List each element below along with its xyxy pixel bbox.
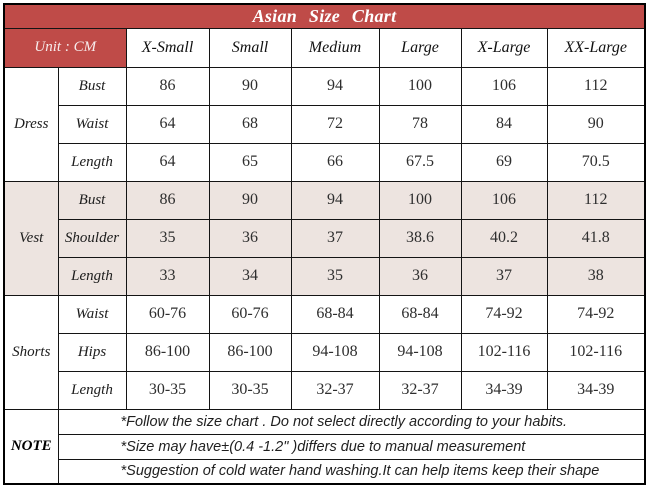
size-value: 69	[460, 142, 548, 182]
size-value: 34-39	[460, 370, 548, 410]
size-value: 100	[378, 180, 462, 220]
size-value: 36	[208, 218, 292, 258]
size-chart: Asian Size Chart Unit : CM X-Small Small…	[3, 3, 646, 485]
size-value: 40.2	[460, 218, 548, 258]
size-value: 30-35	[125, 370, 210, 410]
size-value: 35	[125, 218, 210, 258]
size-value: 94	[290, 180, 380, 220]
size-value: 78	[378, 104, 462, 144]
measure-label: Hips	[57, 332, 127, 372]
size-value: 68-84	[290, 294, 380, 334]
size-value: 106	[460, 180, 548, 220]
size-chart-table: Asian Size Chart Unit : CM X-Small Small…	[3, 3, 646, 485]
size-value: 65	[208, 142, 292, 182]
size-value: 112	[546, 180, 646, 220]
size-value: 112	[546, 66, 646, 106]
size-value: 86	[125, 180, 210, 220]
measure-label: Bust	[57, 66, 127, 106]
measure-label: Waist	[57, 294, 127, 334]
size-value: 37	[290, 218, 380, 258]
size-value: 38.6	[378, 218, 462, 258]
column-header-medium: Medium	[290, 27, 380, 68]
size-value: 30-35	[208, 370, 292, 410]
size-value: 74-92	[546, 294, 646, 334]
section-label-shorts: Shorts	[3, 294, 59, 410]
size-value: 64	[125, 104, 210, 144]
size-value: 32-37	[378, 370, 462, 410]
note-item: *Size may have±(0.4 -1.2" )differs due t…	[57, 433, 646, 460]
size-value: 100	[378, 66, 462, 106]
size-value: 60-76	[125, 294, 210, 334]
size-value: 67.5	[378, 142, 462, 182]
size-value: 41.8	[546, 218, 646, 258]
size-value: 90	[546, 104, 646, 144]
size-value: 106	[460, 66, 548, 106]
measure-label: Waist	[57, 104, 127, 144]
note-item: *Suggestion of cold water hand washing.I…	[57, 458, 646, 485]
size-value: 86-100	[125, 332, 210, 372]
note-label: NOTE	[3, 408, 59, 485]
size-value: 35	[290, 256, 380, 296]
size-value: 94	[290, 66, 380, 106]
size-value: 102-116	[546, 332, 646, 372]
size-value: 70.5	[546, 142, 646, 182]
size-value: 86	[125, 66, 210, 106]
section-label-vest: Vest	[3, 180, 59, 296]
size-value: 90	[208, 66, 292, 106]
size-value: 86-100	[208, 332, 292, 372]
size-value: 74-92	[460, 294, 548, 334]
measure-label: Length	[57, 142, 127, 182]
section-label-dress: Dress	[3, 66, 59, 182]
measure-label: Bust	[57, 180, 127, 220]
column-header-x-large: X-Large	[460, 27, 548, 68]
chart-title: Asian Size Chart	[3, 3, 646, 29]
size-value: 37	[460, 256, 548, 296]
note-item: *Follow the size chart . Do not select d…	[57, 408, 646, 435]
measure-label: Length	[57, 370, 127, 410]
size-value: 34-39	[546, 370, 646, 410]
size-value: 102-116	[460, 332, 548, 372]
measure-label: Shoulder	[57, 218, 127, 258]
column-header-large: Large	[378, 27, 462, 68]
size-value: 36	[378, 256, 462, 296]
size-value: 32-37	[290, 370, 380, 410]
size-value: 84	[460, 104, 548, 144]
size-value: 94-108	[378, 332, 462, 372]
size-value: 90	[208, 180, 292, 220]
size-value: 34	[208, 256, 292, 296]
size-value: 38	[546, 256, 646, 296]
size-value: 68-84	[378, 294, 462, 334]
size-value: 66	[290, 142, 380, 182]
size-value: 64	[125, 142, 210, 182]
column-header-x-small: X-Small	[125, 27, 210, 68]
size-value: 94-108	[290, 332, 380, 372]
column-header-xx-large: XX-Large	[546, 27, 646, 68]
size-value: 72	[290, 104, 380, 144]
size-value: 33	[125, 256, 210, 296]
size-value: 60-76	[208, 294, 292, 334]
size-value: 68	[208, 104, 292, 144]
column-header-small: Small	[208, 27, 292, 68]
measure-label: Length	[57, 256, 127, 296]
unit-label: Unit : CM	[3, 27, 127, 68]
